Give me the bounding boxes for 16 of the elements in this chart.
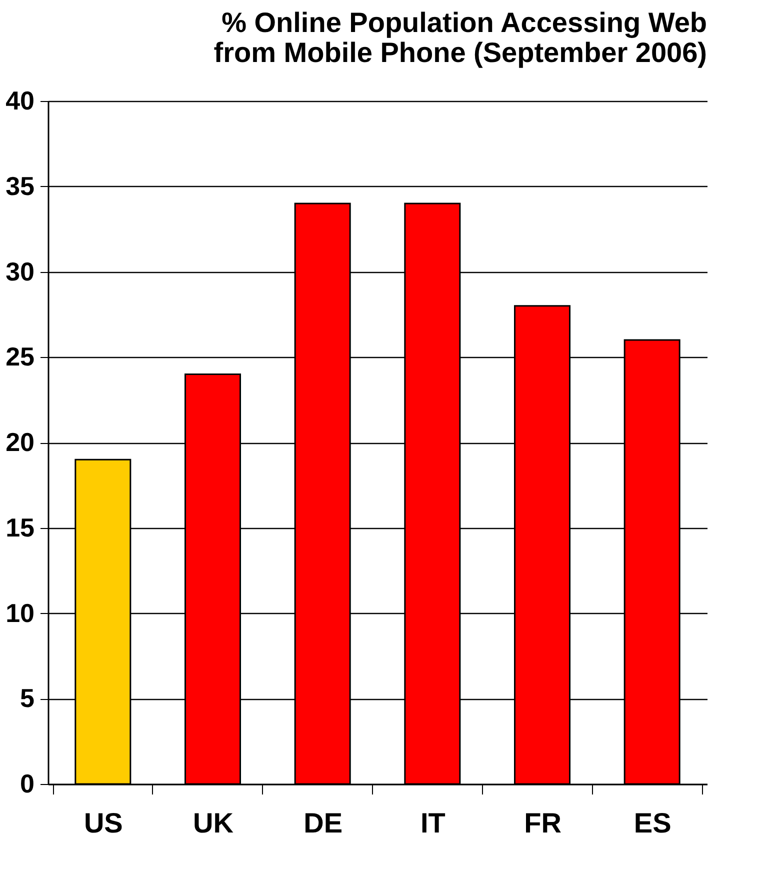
y-tick-label: 15 bbox=[6, 512, 34, 542]
x-tick-label: DE bbox=[304, 808, 343, 838]
y-tick-label: 5 bbox=[20, 683, 34, 714]
y-tick-label: 20 bbox=[6, 427, 34, 457]
chart-title: % Online Population Accessing Web from Mobile Phone (September 2006) bbox=[214, 7, 707, 68]
y-tick-label: 35 bbox=[6, 170, 34, 201]
x-tick-label: FR bbox=[524, 808, 562, 838]
y-tick-label: 25 bbox=[6, 342, 34, 372]
x-tick-label: US bbox=[84, 808, 123, 838]
x-tick-label: UK bbox=[193, 808, 234, 838]
x-tick-label: IT bbox=[420, 808, 446, 838]
y-tick-label: 40 bbox=[6, 86, 34, 116]
y-tick-label: 10 bbox=[6, 598, 34, 628]
y-tick-label: 0 bbox=[20, 768, 34, 798]
x-tick-label: ES bbox=[634, 808, 672, 838]
y-tick-label: 30 bbox=[6, 256, 34, 286]
